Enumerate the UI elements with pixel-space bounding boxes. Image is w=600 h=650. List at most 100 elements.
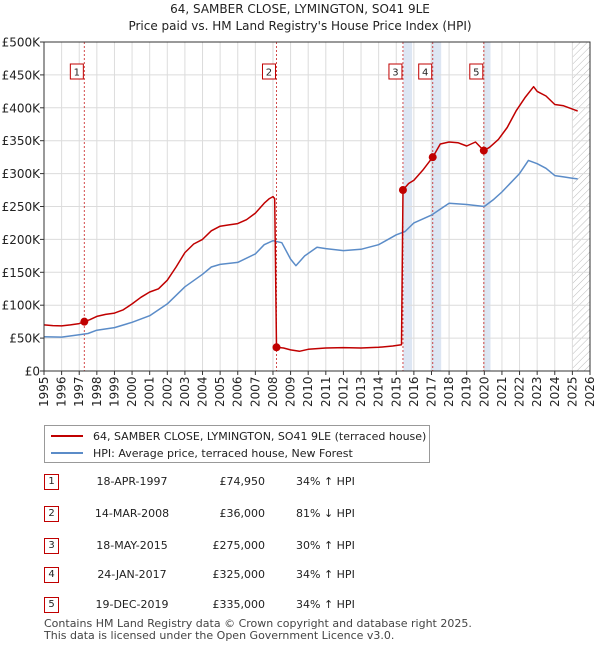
sale-box-label: 3 (392, 68, 398, 79)
sale-number-box: 2 (261, 63, 276, 80)
x-tick-label: 2018 (442, 376, 456, 407)
sale-point (80, 317, 89, 326)
sale-number: 5 (44, 597, 59, 613)
sale-box-frame (418, 63, 433, 80)
sale-markers (80, 146, 488, 352)
x-tick-label: 2006 (231, 376, 245, 407)
x-tick-label: 2000 (125, 376, 139, 407)
sale-date: 24-JAN-2017 (97, 568, 167, 581)
x-tick-label: 1999 (107, 376, 121, 407)
x-tick-label: 2002 (160, 376, 174, 407)
sale-number: 4 (44, 567, 59, 583)
sale-box-frame (69, 63, 84, 80)
x-tick-label: 1998 (90, 376, 104, 407)
y-tick-label: £100K (2, 299, 42, 313)
x-tick-label: 2003 (178, 376, 192, 407)
sale-number-box: 1 (69, 63, 84, 80)
y-tick-label: £450K (2, 68, 42, 82)
sale-number: 3 (44, 538, 59, 554)
sale-row: 1 18-APR-1997 £74,950 34% ↑ HPI (0, 473, 600, 493)
sale-number-box: 4 (418, 63, 433, 80)
footer-line2: This data is licensed under the Open Gov… (44, 629, 395, 642)
x-tick-label: 2013 (354, 376, 368, 407)
x-tick-label: 2008 (266, 376, 280, 407)
x-tick-label: 2007 (248, 376, 262, 407)
x-tick-label: 2011 (319, 376, 333, 407)
series-line (43, 85, 578, 353)
sale-number-box: 3 (388, 63, 403, 80)
legend-property: 64, SAMBER CLOSE, LYMINGTON, SO41 9LE (t… (51, 428, 426, 444)
x-tick-label: 1995 (37, 376, 51, 407)
sale-price: £74,950 (219, 475, 266, 488)
sale-date: 14-MAR-2008 (94, 507, 170, 520)
sale-hpi-diff: 34% ↑ HPI (296, 598, 355, 611)
x-tick-label: 2026 (583, 376, 597, 407)
x-tick-label: 2020 (477, 376, 491, 407)
x-tick-label: 2022 (513, 376, 527, 407)
y-axis-ticks: £0 £50K £100K £150K £200K £250K £300K £350K £400… (2, 36, 44, 379)
y-tick-label: £300K (2, 167, 42, 181)
sale-hpi-diff: 30% ↑ HPI (296, 539, 355, 552)
grid-lines (43, 41, 591, 372)
sale-row: 5 19-DEC-2019 £335,000 34% ↑ HPI (0, 596, 600, 616)
chart-title-line1: 64, SAMBER CLOSE, LYMINGTON, SO41 9LE (170, 2, 430, 16)
x-tick-label: 2021 (495, 376, 509, 407)
y-tick-label: £150K (2, 266, 42, 280)
sale-number: 2 (44, 506, 59, 522)
sale-price: £335,000 (212, 598, 266, 611)
x-tick-label: 2010 (301, 376, 315, 407)
x-tick-label: 1996 (55, 376, 69, 407)
y-tick-label: £400K (2, 101, 42, 115)
series-line (43, 159, 578, 338)
sale-box-label: 4 (422, 68, 428, 79)
y-tick-label: £50K (9, 332, 41, 346)
sale-price: £275,000 (212, 539, 266, 552)
y-tick-label: £250K (2, 200, 42, 214)
x-tick-label: 2014 (372, 376, 386, 407)
x-tick-label: 2012 (336, 376, 350, 407)
sale-box-label: 1 (74, 68, 80, 79)
sale-box-frame (261, 63, 276, 80)
x-tick-label: 2001 (143, 376, 157, 407)
sale-hpi-diff: 81% ↓ HPI (296, 507, 355, 520)
footer: Contains HM Land Registry data © Crown c… (44, 618, 472, 642)
sale-box-frame (388, 63, 403, 80)
y-tick-label: £500K (2, 36, 42, 50)
chart-title-line2: Price paid vs. HM Land Registry's House … (128, 19, 472, 33)
x-tick-label: 2015 (389, 376, 403, 407)
sale-number-boxes: 1 2 3 4 5 (69, 63, 484, 80)
sale-box-frame (469, 63, 484, 80)
sale-hpi-diff: 34% ↑ HPI (296, 568, 355, 581)
x-tick-label: 2016 (407, 376, 421, 407)
y-tick-label: £350K (2, 134, 42, 148)
sale-point (428, 153, 437, 162)
sale-date: 19-DEC-2019 (95, 598, 169, 611)
sale-row: 4 24-JAN-2017 £325,000 34% ↑ HPI (0, 566, 600, 586)
sale-number-box: 5 (469, 63, 484, 80)
sale-row: 2 14-MAR-2008 £36,000 81% ↓ HPI (0, 505, 600, 525)
x-tick-label: 2025 (565, 376, 579, 407)
sale-row: 3 18-MAY-2015 £275,000 30% ↑ HPI (0, 537, 600, 557)
series-lines (43, 85, 578, 353)
sale-number: 1 (44, 474, 59, 490)
x-tick-label: 2005 (213, 376, 227, 407)
footer-line1: Contains HM Land Registry data © Crown c… (44, 617, 472, 630)
x-tick-label: 2004 (196, 376, 210, 407)
sale-date: 18-APR-1997 (96, 475, 168, 488)
x-tick-label: 2017 (424, 376, 438, 407)
legend-hpi: HPI: Average price, terraced house, New … (51, 445, 353, 461)
legend-hpi-swatch (51, 452, 83, 454)
sale-point (479, 146, 488, 155)
x-axis-ticks: 1995 1996 1997 1998 1999 2000 2001 2002 2003 2004… (37, 371, 597, 407)
x-tick-label: 2019 (460, 376, 474, 407)
x-tick-label: 2024 (548, 376, 562, 407)
legend-property-swatch (51, 435, 83, 437)
sale-point (398, 186, 407, 195)
sale-hpi-diff: 34% ↑ HPI (296, 475, 355, 488)
sale-box-label: 5 (473, 68, 479, 79)
sale-box-label: 2 (266, 68, 272, 79)
sale-price: £325,000 (212, 568, 266, 581)
x-tick-label: 1997 (72, 376, 86, 407)
sale-date: 18-MAY-2015 (96, 539, 168, 552)
y-tick-label: £0 (25, 365, 40, 379)
